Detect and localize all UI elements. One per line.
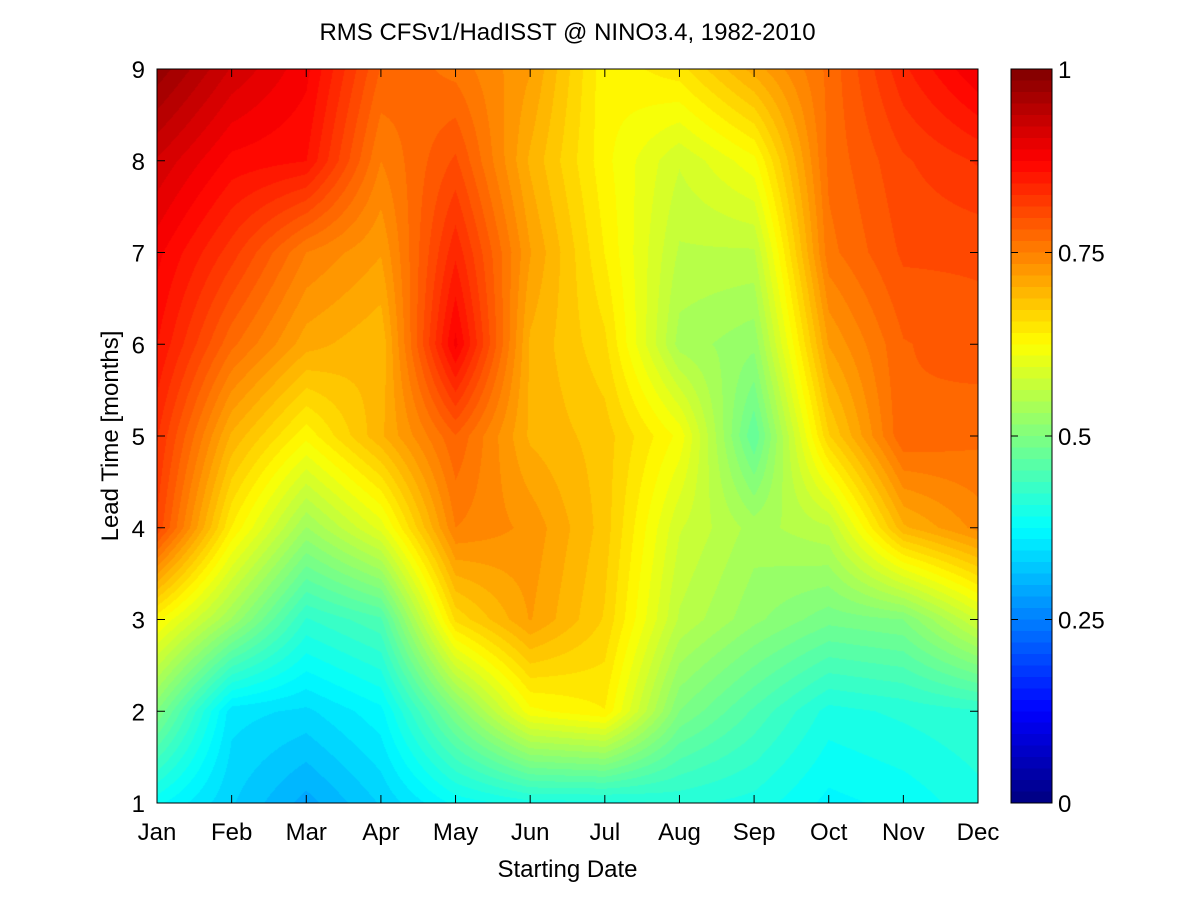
y-tick-label: 9 — [132, 57, 145, 84]
chart-title: RMS CFSv1/HadISST @ NINO3.4, 1982-2010 — [319, 19, 815, 46]
x-tick-label: May — [433, 819, 478, 846]
x-axis: Jan Feb Mar Apr May Jun Jul Aug Sep Oct Nov Dec — [138, 69, 1000, 846]
x-tick-label: Mar — [286, 819, 327, 846]
x-tick-label: Sep — [733, 819, 776, 846]
y-tick-label: 8 — [132, 149, 145, 176]
heatmap-plot — [157, 69, 978, 803]
x-tick-label: Jan — [138, 819, 177, 846]
colorbar-tick-label: 0.25 — [1058, 608, 1105, 635]
colorbar-tick-label: 0 — [1058, 791, 1071, 818]
x-tick-label: Oct — [810, 819, 848, 846]
colorbar-ticks: 0 0.25 0.5 0.75 1 — [1011, 57, 1105, 818]
y-tick-label: 4 — [132, 516, 145, 543]
heatmap-surface — [157, 69, 978, 803]
colorbar: 0 0.25 0.5 0.75 1 — [1010, 57, 1105, 818]
y-tick-label: 1 — [132, 791, 145, 818]
x-tick-label: Dec — [957, 819, 1000, 846]
x-tick-label: Feb — [211, 819, 252, 846]
x-axis-title: Starting Date — [497, 856, 637, 883]
y-tick-label: 6 — [132, 332, 145, 359]
y-tick-label: 5 — [132, 424, 145, 451]
colorbar-tick-label: 0.5 — [1058, 424, 1091, 451]
x-tick-label: Nov — [882, 819, 925, 846]
x-tick-label: Jun — [511, 819, 550, 846]
colorbar-tick-label: 0.75 — [1058, 241, 1105, 268]
y-axis: 1 2 3 4 5 6 7 8 9 — [132, 57, 978, 818]
y-tick-label: 2 — [132, 699, 145, 726]
x-tick-label: Apr — [362, 819, 399, 846]
colorbar-tick-label: 1 — [1058, 57, 1071, 84]
y-tick-label: 7 — [132, 241, 145, 268]
y-axis-title: Lead Time [months] — [97, 331, 124, 542]
x-tick-label: Jul — [589, 819, 620, 846]
y-tick-label: 3 — [132, 608, 145, 635]
x-tick-label: Aug — [658, 819, 701, 846]
